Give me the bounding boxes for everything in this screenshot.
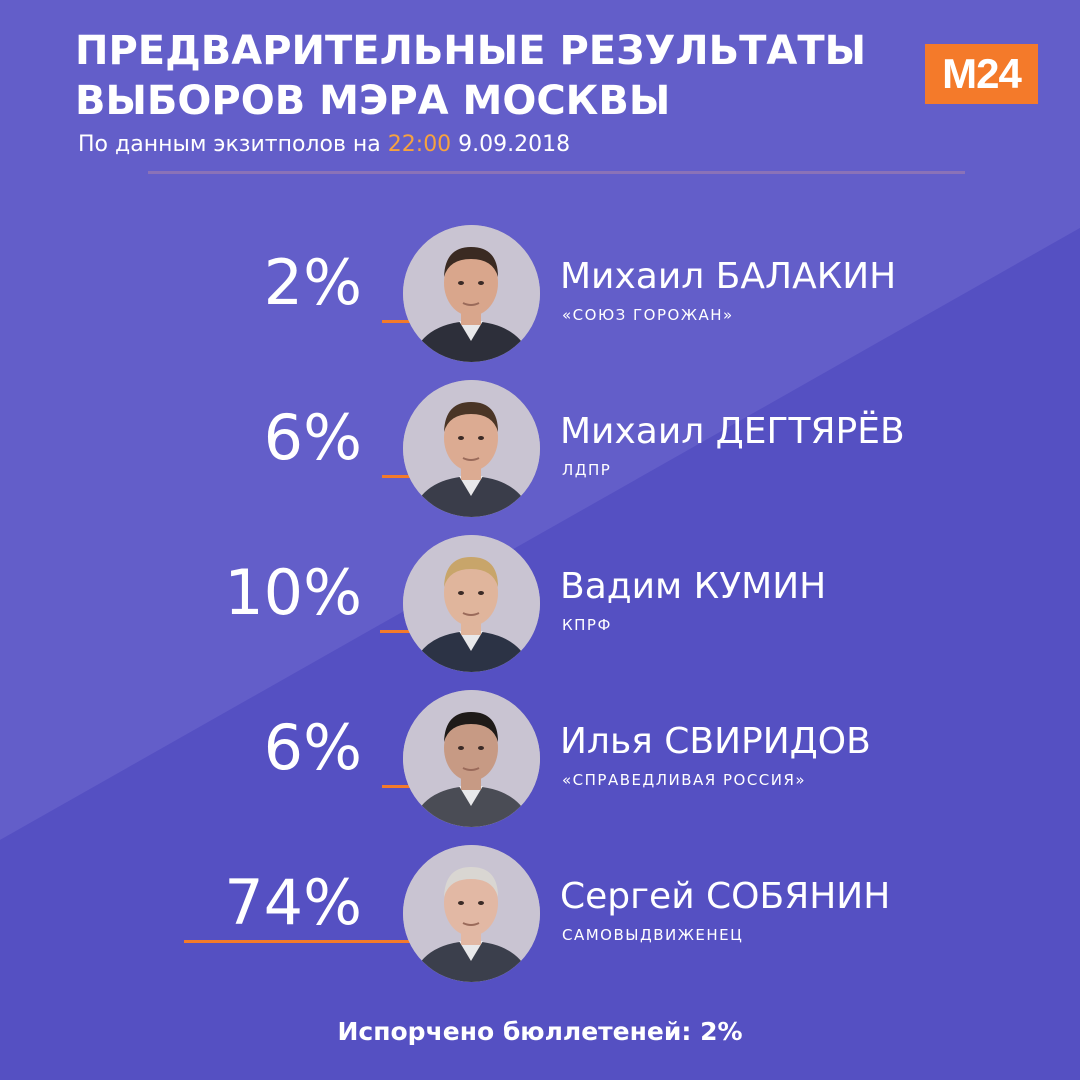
title-line-1: ПРЕДВАРИТЕЛЬНЫЕ РЕЗУЛЬТАТЫ bbox=[75, 28, 867, 74]
candidate-party: КПРФ bbox=[562, 616, 612, 634]
candidate-row: 6% Михаил ДЕГТЯРЁВ ЛДПР bbox=[0, 380, 1080, 520]
portrait-icon bbox=[403, 225, 540, 362]
subtitle-time: 22:00 bbox=[387, 132, 452, 157]
portrait-icon bbox=[403, 845, 540, 982]
candidate-row: 2% Михаил БАЛАКИН «СОЮЗ ГОРОЖАН» bbox=[0, 225, 1080, 365]
candidate-name: Илья СВИРИДОВ bbox=[560, 721, 871, 762]
title-line-2: ВЫБОРОВ МЭРА МОСКВЫ bbox=[75, 78, 671, 124]
percent-label: 6% bbox=[263, 711, 362, 784]
candidate-row: 10% Вадим КУМИН КПРФ bbox=[0, 535, 1080, 675]
result-bar bbox=[382, 320, 410, 323]
result-bar bbox=[184, 940, 410, 943]
m24-logo: M24 bbox=[925, 44, 1038, 104]
candidate-row: 74% Сергей СОБЯНИН САМОВЫДВИЖЕНЕЦ bbox=[0, 845, 1080, 985]
candidate-party: «СОЮЗ ГОРОЖАН» bbox=[562, 306, 734, 324]
candidate-party: САМОВЫДВИЖЕНЕЦ bbox=[562, 926, 744, 944]
portrait-icon bbox=[403, 690, 540, 827]
portrait-icon bbox=[403, 380, 540, 517]
logo-text: M24 bbox=[942, 50, 1022, 97]
subtitle: По данным экзитполов на 22:00 9.09.2018 bbox=[78, 130, 570, 160]
title-divider bbox=[148, 171, 965, 174]
candidate-name: Михаил БАЛАКИН bbox=[560, 256, 897, 297]
candidate-row: 6% Илья СВИРИДОВ «СПРАВЕДЛИВАЯ РОССИЯ» bbox=[0, 690, 1080, 830]
candidate-name: Михаил ДЕГТЯРЁВ bbox=[560, 411, 905, 452]
subtitle-prefix: По данным экзитполов на bbox=[78, 132, 388, 157]
result-bar bbox=[382, 475, 410, 478]
candidate-party: «СПРАВЕДЛИВАЯ РОССИЯ» bbox=[562, 771, 807, 789]
candidate-party: ЛДПР bbox=[562, 461, 612, 479]
result-bar bbox=[379, 630, 410, 633]
spoiled-ballots-note: Испорчено бюллетеней: 2% bbox=[337, 1017, 743, 1046]
subtitle-date: 9.09.2018 bbox=[451, 132, 571, 157]
portrait-icon bbox=[403, 535, 540, 672]
percent-label: 6% bbox=[263, 401, 362, 474]
percent-label: 2% bbox=[263, 246, 362, 319]
result-bar bbox=[382, 785, 410, 788]
candidate-name: Вадим КУМИН bbox=[560, 566, 827, 607]
percent-label: 10% bbox=[224, 556, 362, 629]
percent-label: 74% bbox=[224, 866, 362, 939]
page-title: ПРЕДВАРИТЕЛЬНЫЕ РЕЗУЛЬТАТЫ ВЫБОРОВ МЭРА … bbox=[75, 26, 875, 126]
candidate-name: Сергей СОБЯНИН bbox=[560, 876, 891, 917]
